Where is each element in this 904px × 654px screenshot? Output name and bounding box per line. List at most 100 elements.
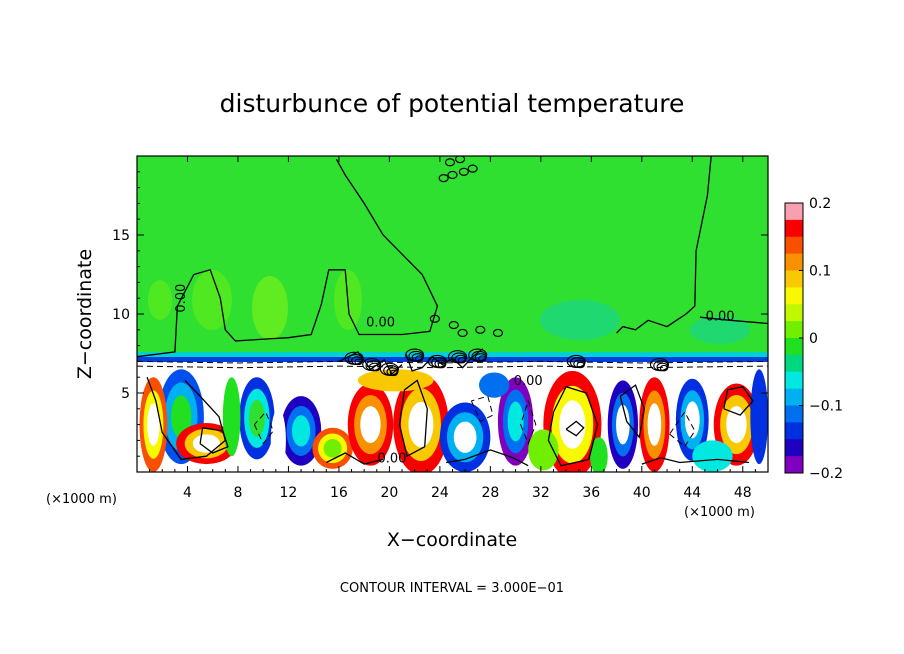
eddy-cell — [408, 401, 434, 448]
eddy-field — [139, 369, 768, 472]
eddy-cell — [192, 434, 221, 453]
y-tick-label: 15 — [112, 228, 130, 244]
eddy-cell — [170, 395, 192, 439]
contour-line-solid — [723, 385, 754, 416]
eddy-cell — [147, 403, 160, 446]
eddy-cell — [726, 406, 747, 444]
colorbar-swatch — [785, 321, 803, 339]
y-axis-label: Z−coordinate — [74, 249, 96, 379]
colorbar-tick-label: 0.2 — [809, 196, 831, 212]
positive-patch — [148, 280, 172, 320]
contour-line-solid — [641, 457, 750, 465]
eddy-cell — [323, 439, 342, 458]
eddy-streak — [590, 437, 608, 472]
negative-patch — [540, 300, 620, 340]
colorbar-swatch — [785, 371, 803, 390]
eddy-streak — [750, 369, 768, 465]
contour-label-layer: 0.00 0.00 0.00 0.00 0.00 — [174, 284, 735, 467]
y-tick-label: 10 — [112, 307, 130, 323]
contour-dense-cell — [478, 355, 487, 362]
contour-label: 0.00 — [514, 374, 543, 389]
contour-dense-cell — [437, 361, 447, 369]
positive-patch — [192, 270, 232, 330]
eddy-cell — [360, 406, 381, 444]
contour-line-solid — [446, 449, 529, 467]
contour-line-solid — [547, 385, 599, 467]
eddy-cell — [248, 399, 265, 437]
contour-small-cell — [448, 320, 459, 330]
contour-small-cell — [467, 164, 478, 173]
contour-line-solid — [137, 158, 439, 358]
contour-line-solid — [405, 348, 484, 372]
contour-line-solid — [398, 379, 428, 458]
contour-dense-cell — [354, 358, 363, 366]
x-tick-label: 28 — [481, 485, 499, 501]
colorbar-swatch — [785, 422, 803, 440]
x-unit-label-left: (×1000 m) — [46, 492, 117, 507]
eddy-cell — [507, 401, 524, 442]
contour-small-cell — [444, 158, 456, 167]
contour-small-cell — [454, 156, 466, 164]
contour-label: 0.00 — [706, 309, 735, 324]
x-tick-label: 12 — [280, 485, 298, 501]
contour-line-dashed — [253, 411, 274, 445]
eddy-cell — [453, 421, 477, 453]
x-tick-label: 40 — [633, 485, 651, 501]
contour-small-cell — [447, 170, 458, 180]
colorbar: 0.2 0.1 0 −0.1 −0.2 — [784, 196, 843, 482]
contour-dense-cell — [372, 364, 381, 372]
contour-small-cell — [492, 328, 504, 338]
colorbar-swatch — [785, 388, 803, 406]
x-tick-label: 20 — [380, 485, 398, 501]
colorbar-swatch — [785, 439, 803, 457]
contour-line-solid — [338, 351, 403, 376]
eddy-cell — [616, 404, 630, 445]
colorbar-swatch — [785, 354, 803, 373]
x-tick-label: 4 — [183, 485, 192, 501]
positive-patch — [252, 276, 288, 340]
x-tick-label: 36 — [582, 485, 600, 501]
y-tick-label: 5 — [121, 386, 130, 402]
contour-small-cell — [429, 314, 440, 323]
colorbar-swatch — [785, 287, 803, 305]
colorbar-tick-label: −0.1 — [809, 399, 843, 415]
contour-small-cell — [475, 325, 486, 334]
chart-title: disturbunce of potential temperature — [220, 89, 685, 118]
eddy-streak — [692, 440, 733, 472]
contour-line-solid — [616, 156, 712, 334]
plot-area — [137, 156, 768, 472]
colorbar-swatch — [785, 253, 803, 271]
contour-dense-cell — [659, 364, 669, 372]
eddy-streak — [270, 408, 286, 472]
contour-line-solid — [565, 420, 585, 437]
x-tick-label: 16 — [330, 485, 348, 501]
eddy-cell — [684, 401, 700, 439]
x-tick-label: 44 — [683, 485, 701, 501]
eddy-cell — [291, 415, 311, 447]
contour-label: 0.00 — [366, 316, 395, 331]
contour-line-dashed — [669, 411, 696, 448]
contour-dense-cell — [414, 355, 424, 362]
x-tick-label: 32 — [532, 485, 550, 501]
contour-small-cell — [457, 328, 468, 338]
x-unit-label-right: (×1000 m) — [684, 505, 755, 520]
contour-small-cell — [438, 174, 449, 183]
x-axis-label: X−coordinate — [387, 529, 517, 551]
colorbar-tick-label: −0.2 — [809, 466, 843, 482]
colorbar-swatch — [785, 338, 803, 356]
contour-line-solid — [326, 452, 384, 465]
contour-line-dashed — [470, 395, 494, 423]
contour-dense-cell — [389, 369, 399, 377]
contour-line-solid — [699, 316, 768, 325]
colorbar-swatch — [785, 219, 803, 238]
colorbar-tick-label: 0 — [809, 331, 818, 347]
x-axis: 4 8 12 16 20 24 28 32 36 40 44 48 — [149, 156, 756, 501]
colorbar-swatch — [785, 236, 803, 255]
colorbar-swatch — [785, 456, 803, 474]
y-axis: 5 10 15 — [112, 171, 768, 457]
contour-dense-cell — [457, 357, 467, 364]
contour-dense-cell — [576, 361, 585, 369]
contour-line-solid — [199, 427, 229, 454]
colorbar-swatch — [785, 270, 803, 288]
